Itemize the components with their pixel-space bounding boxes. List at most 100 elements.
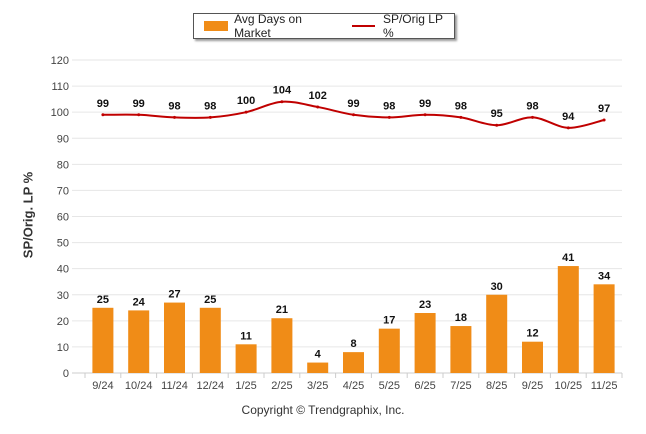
bar: [486, 294, 508, 373]
y-tick-label: 40: [57, 264, 69, 276]
y-tick-label: 90: [57, 133, 69, 145]
y-tick-label: 60: [57, 212, 69, 224]
y-tick-label: 110: [51, 81, 69, 93]
bar-data-label: 8: [350, 338, 356, 350]
y-tick-label: 50: [57, 238, 69, 250]
bar-data-label: 17: [383, 315, 395, 327]
y-tick-label: 20: [57, 316, 69, 328]
copyright-text: Copyright © Trendgraphix, Inc.: [241, 403, 405, 417]
x-tick-label: 1/25: [235, 380, 256, 392]
x-tick-label: 5/25: [379, 380, 400, 392]
line-data-label: 94: [562, 111, 575, 123]
bar: [92, 307, 114, 373]
bar: [522, 341, 543, 373]
line-point: [566, 126, 570, 130]
x-tick-label: 4/25: [343, 380, 364, 392]
bar: [164, 302, 185, 373]
bar-data-label: 25: [97, 294, 109, 306]
line-data-label: 98: [526, 100, 538, 112]
line-point: [280, 100, 284, 104]
line-point: [173, 115, 176, 119]
bar: [199, 307, 221, 373]
line-data-label: 98: [455, 100, 467, 112]
line-data-label: 95: [491, 108, 503, 120]
line-point: [352, 113, 355, 117]
line-data-label: 99: [133, 98, 145, 110]
bar-data-label: 41: [562, 252, 574, 264]
line-point: [495, 123, 499, 127]
bar-data-label: 12: [526, 328, 538, 340]
line-point: [387, 115, 391, 119]
bar-data-label: 4: [315, 349, 322, 361]
line-data-label: 98: [168, 100, 180, 112]
line-point: [316, 105, 320, 109]
line-data-label: 104: [273, 85, 292, 97]
line-point: [423, 113, 427, 117]
line-point: [137, 113, 141, 117]
x-tick-label: 9/25: [522, 380, 543, 392]
y-tick-label: 0: [63, 368, 69, 380]
legend-label-line: SP/Orig LP %: [382, 12, 443, 40]
x-tick-label: 11/25: [591, 380, 618, 392]
bar: [343, 352, 364, 373]
line-point: [208, 115, 212, 119]
legend-label-bar: Avg Days on Market: [234, 12, 302, 40]
bar-data-label: 18: [455, 312, 467, 324]
data-labels: 25 24 27 25 11 21 4 8 17 23 18 30 12 41 34 99 99 98 98 100 1…: [97, 85, 611, 361]
x-axis: 9/24 10/24 11/24 12/24 1/25 2/25 3/25 4/25 5/25 6…: [84, 373, 623, 392]
bar: [128, 310, 150, 373]
bar: [307, 362, 329, 373]
line-point: [531, 115, 534, 119]
y-tick-label: 100: [51, 107, 69, 119]
x-tick-label: 7/25: [450, 380, 471, 392]
line-point: [101, 113, 105, 117]
bar-data-label: 23: [419, 299, 431, 311]
x-tick-label: 8/25: [486, 380, 507, 392]
bar: [557, 266, 579, 373]
line-data-label: 98: [204, 100, 216, 112]
x-tick-label: 2/25: [271, 380, 292, 392]
line-data-label: 102: [309, 90, 327, 102]
y-tick-label: 80: [57, 159, 69, 171]
x-tick-label: 12/24: [197, 380, 225, 392]
bar-data-label: 24: [133, 296, 146, 308]
x-tick-label: 3/25: [307, 380, 328, 392]
y-tick-label: 70: [57, 185, 69, 197]
line-data-label: 100: [237, 95, 255, 107]
bar-data-label: 11: [240, 330, 252, 342]
y-tick-label: 120: [51, 55, 69, 67]
y-axis-ticks: 0 10 20 30 40 50 60 70 80 90 100 110 120: [51, 55, 69, 380]
line-data-label: 99: [347, 98, 359, 110]
y-tick-label: 30: [57, 290, 69, 302]
bar-data-label: 21: [276, 304, 288, 316]
line-data-label: 99: [97, 98, 109, 110]
legend-swatch-bar: [204, 21, 229, 31]
bar-series: [92, 266, 615, 373]
bar: [271, 318, 293, 373]
bar: [378, 328, 400, 373]
bar-data-label: 27: [168, 289, 180, 301]
line-data-label: 98: [383, 100, 395, 112]
bar-data-label: 30: [491, 281, 503, 293]
x-tick-label: 9/24: [92, 380, 113, 392]
line-series: [101, 100, 606, 130]
legend-swatch-line: [351, 25, 375, 27]
line-point: [459, 115, 463, 119]
line-data-label: 97: [598, 103, 610, 115]
line-point: [602, 118, 606, 122]
line-point: [244, 110, 248, 114]
x-tick-label: 11/24: [161, 380, 188, 392]
bar: [414, 313, 436, 373]
x-tick-label: 6/25: [414, 380, 435, 392]
bar: [450, 326, 472, 373]
bar-data-label: 34: [598, 270, 611, 282]
bar: [235, 344, 257, 373]
x-tick-label: 10/25: [555, 380, 583, 392]
bar: [593, 284, 615, 373]
line-data-label: 99: [419, 98, 431, 110]
y-tick-label: 10: [57, 342, 69, 354]
chart-legend: Avg Days on Market SP/Orig LP %: [193, 12, 455, 40]
bar-data-label: 25: [204, 294, 216, 306]
x-tick-label: 10/24: [125, 380, 153, 392]
